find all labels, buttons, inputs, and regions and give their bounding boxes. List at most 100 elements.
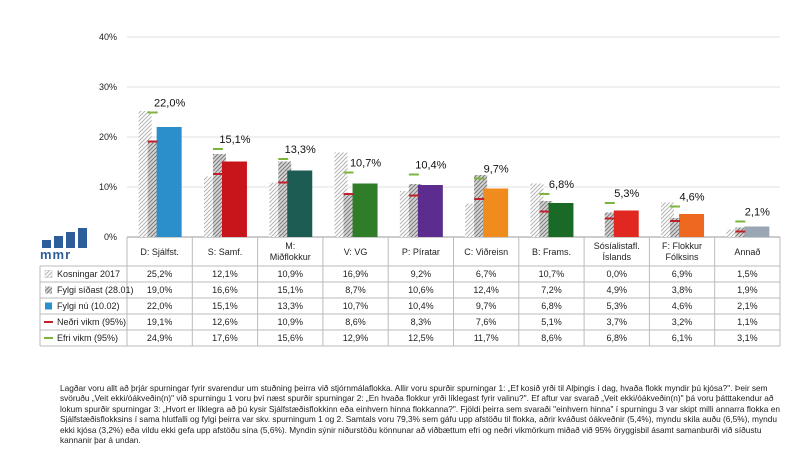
table-cell: 4,9% bbox=[606, 285, 627, 295]
y-tick-label: 20% bbox=[99, 132, 117, 142]
table-cell: 11,7% bbox=[474, 333, 499, 343]
bar-fylgi-nu bbox=[613, 210, 639, 237]
table-cell: 2,1% bbox=[737, 301, 758, 311]
table-cell: 15,6% bbox=[277, 333, 303, 343]
table-cell: 1,1% bbox=[737, 317, 758, 327]
table-cell: 16,6% bbox=[212, 285, 238, 295]
bar-fylgi-nu bbox=[679, 214, 705, 237]
bar-fylgi-nu bbox=[744, 226, 770, 237]
table-cell: 3,1% bbox=[737, 333, 758, 343]
table-cell: 3,7% bbox=[606, 317, 627, 327]
legend-kosningar-2017: Kosningar 2017 bbox=[57, 269, 120, 279]
y-axis: 0% 10% 20% 30% 40% bbox=[99, 32, 117, 242]
table-cell: 10,9% bbox=[277, 317, 303, 327]
footnote: Lagðar voru allt að þrjár spurningar fyr… bbox=[60, 383, 780, 446]
table-cell: 16,9% bbox=[343, 269, 369, 279]
data-labels: 22,0% 15,1% 13,3% 10,7% 10,4% 9,7% 6,8% 5,3% 4,6… bbox=[154, 98, 770, 219]
table-cell: 9,7% bbox=[476, 301, 497, 311]
mmr-logo: mmr bbox=[40, 226, 122, 262]
table-cell: 0,0% bbox=[606, 269, 627, 279]
table-cell: 22,0% bbox=[147, 301, 173, 311]
table-cell: 8,3% bbox=[411, 317, 432, 327]
table-cell: 1,5% bbox=[737, 269, 758, 279]
bar-fylgi-nu bbox=[352, 183, 378, 237]
table-cell: 25,2% bbox=[147, 269, 173, 279]
legend-efri-vikm: Efri vikm (95%) bbox=[57, 333, 118, 343]
table-cell: 6,8% bbox=[541, 301, 562, 311]
data-label: 4,6% bbox=[680, 192, 705, 204]
bar-kosningar-2017 bbox=[726, 229, 740, 237]
table-cell: 12,9% bbox=[343, 333, 369, 343]
table-cell: 3,2% bbox=[672, 317, 693, 327]
table-cell: 19,0% bbox=[147, 285, 173, 295]
y-tick-label: 10% bbox=[99, 182, 117, 192]
table-cell: 12,5% bbox=[408, 333, 434, 343]
y-tick-label: 30% bbox=[99, 82, 117, 92]
data-table: D: Sjálfst. S: Samf. M:Miðflokkur V: VG P: P… bbox=[39, 237, 781, 347]
category-label: S: Samf. bbox=[208, 247, 243, 257]
data-label: 22,0% bbox=[154, 98, 185, 110]
category-label: Sósíalistafl. bbox=[594, 241, 640, 251]
logo-text: mmr bbox=[40, 247, 72, 262]
table-cell: 24,9% bbox=[147, 333, 173, 343]
bar-fylgi-nu bbox=[483, 188, 509, 237]
category-label: M: bbox=[285, 241, 295, 251]
table-cell: 1,9% bbox=[737, 285, 758, 295]
table-cell: 3,8% bbox=[672, 285, 693, 295]
legend-kosningar-2017-icon bbox=[44, 270, 53, 278]
table-cell: 19,1% bbox=[147, 317, 173, 327]
table-cell: 6,9% bbox=[672, 269, 693, 279]
data-label: 9,7% bbox=[484, 164, 509, 176]
table-cell: 12,6% bbox=[212, 317, 238, 327]
table-cell: 10,9% bbox=[277, 269, 303, 279]
category-label: Annað bbox=[734, 247, 760, 257]
legend-fylgi-sidast: Fylgi síðast (28.01) bbox=[57, 285, 134, 295]
data-label: 10,4% bbox=[415, 160, 446, 172]
category-label: C: Viðreisn bbox=[464, 247, 508, 257]
category-label: Fólksins bbox=[666, 252, 700, 262]
poll-chart: 0% 10% 20% 30% 40% 22,0% 15,1% 13,3% 10,7% 10,4%… bbox=[39, 32, 781, 347]
category-label: V: VG bbox=[344, 247, 368, 257]
table-cell: 6,8% bbox=[606, 333, 627, 343]
data-label: 13,3% bbox=[285, 144, 316, 156]
table-cell: 12,4% bbox=[473, 285, 499, 295]
bars bbox=[138, 111, 770, 237]
data-label: 6,8% bbox=[549, 179, 574, 191]
table-cell: 17,6% bbox=[212, 333, 238, 343]
legend-fylgi-sidast-icon bbox=[45, 286, 52, 294]
table-cell: 6,1% bbox=[672, 333, 693, 343]
category-label: Miðflokkur bbox=[270, 252, 311, 262]
legend-fylgi-nu: Fylgi nú (10.02) bbox=[57, 301, 120, 311]
data-label: 10,7% bbox=[350, 158, 381, 170]
table-cell: 15,1% bbox=[277, 285, 303, 295]
data-label: 15,1% bbox=[219, 134, 250, 146]
table-cell: 8,6% bbox=[541, 333, 562, 343]
table-cell: 6,7% bbox=[476, 269, 497, 279]
legend-nedri-vikm: Neðri vikm (95%) bbox=[57, 317, 126, 327]
category-label: B: Frams. bbox=[532, 247, 571, 257]
table-cell: 10,7% bbox=[343, 301, 369, 311]
table-cell: 8,7% bbox=[345, 285, 366, 295]
table-cell: 8,6% bbox=[345, 317, 366, 327]
table-cell: 5,1% bbox=[541, 317, 562, 327]
table-cell: 10,6% bbox=[408, 285, 434, 295]
y-tick-label: 0% bbox=[104, 232, 117, 242]
table-cell: 10,4% bbox=[408, 301, 434, 311]
category-label: F: Flokkur bbox=[662, 241, 702, 251]
category-label: Íslands bbox=[602, 252, 631, 262]
category-label: P: Píratar bbox=[402, 247, 440, 257]
category-label: D: Sjálfst. bbox=[140, 247, 179, 257]
table-cell: 15,1% bbox=[212, 301, 238, 311]
bar-fylgi-nu bbox=[287, 170, 313, 237]
bar-fylgi-nu bbox=[417, 185, 443, 237]
table-cell: 10,7% bbox=[539, 269, 565, 279]
data-label: 2,1% bbox=[745, 207, 770, 219]
table-cell: 12,1% bbox=[212, 269, 238, 279]
table-cell: 5,3% bbox=[606, 301, 627, 311]
legend-fylgi-nu-icon bbox=[45, 302, 52, 310]
y-tick-label: 40% bbox=[99, 32, 117, 42]
table-cell: 7,6% bbox=[476, 317, 497, 327]
data-label: 5,3% bbox=[614, 188, 639, 200]
bar-fylgi-nu bbox=[221, 161, 247, 237]
bar-fylgi-nu bbox=[156, 127, 182, 237]
